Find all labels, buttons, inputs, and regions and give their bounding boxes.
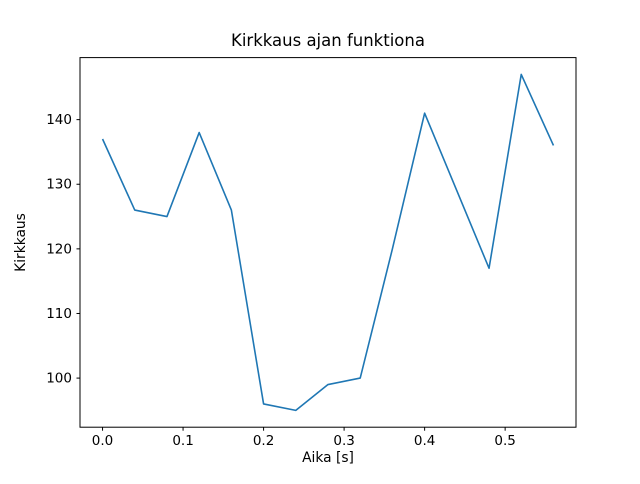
x-tick-label: 0.4: [414, 433, 435, 449]
x-tick-label: 0.0: [92, 433, 113, 449]
plot-area: 0.0 0.1 0.2 0.3 0.4 0.5 100 110 120 130 140: [46, 57, 577, 449]
x-axis-label: Aika [s]: [302, 450, 354, 466]
chart-title: Kirkkaus ajan funktiona: [231, 31, 425, 50]
x-tick-label: 0.5: [494, 433, 515, 449]
y-tick-label: 100: [46, 371, 72, 387]
y-axis-label: Kirkkaus: [13, 213, 29, 272]
x-tick-label: 0.1: [172, 433, 193, 449]
y-tick-label: 130: [46, 177, 72, 193]
x-tick-label: 0.3: [333, 433, 354, 449]
y-tick-label: 140: [46, 112, 72, 128]
axes-frame: [79, 57, 577, 428]
data-line: [101, 73, 555, 412]
y-tick-label: 110: [46, 306, 72, 322]
x-tick-label: 0.2: [253, 433, 274, 449]
y-tick-label: 120: [46, 241, 72, 257]
